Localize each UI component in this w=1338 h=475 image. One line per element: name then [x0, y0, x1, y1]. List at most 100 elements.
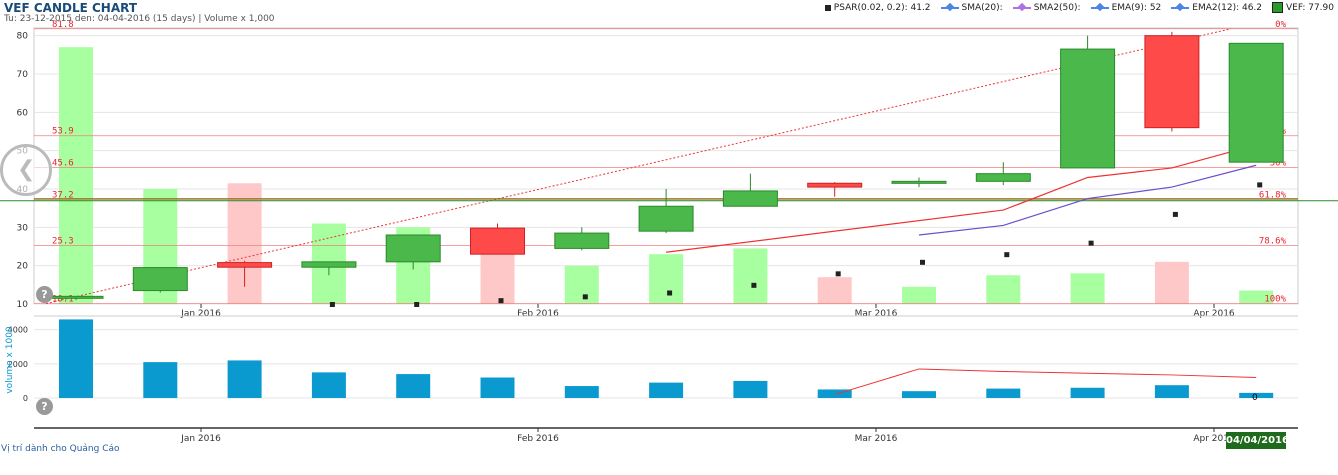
volume-last-label: 0: [1252, 393, 1258, 403]
volume-tick-label: 4000: [8, 326, 28, 335]
fib-right-label: 50%: [1270, 159, 1287, 169]
psar-dot: [329, 302, 335, 307]
bottom-x-tick-label: Feb 2016: [517, 434, 559, 444]
candle-body: [1144, 35, 1200, 129]
candle-body: [301, 261, 357, 268]
fib-right-label: 61.8%: [1259, 191, 1287, 201]
volume-bar: [1239, 392, 1274, 398]
psar-dot: [498, 298, 504, 304]
x-tick-label: Jan 2016: [180, 309, 221, 319]
legend-label: SMA2(50):: [1033, 2, 1081, 13]
help-icon[interactable]: ?: [36, 286, 53, 303]
volume-bar: [902, 391, 936, 398]
y-tick-label: 70: [17, 70, 29, 80]
volume-bar: [564, 386, 599, 398]
chart-title: VEF CANDLE CHART: [4, 1, 138, 15]
fib-right-label: 100%: [1264, 295, 1286, 305]
y-tick-label: 10: [17, 300, 29, 310]
legend-item[interactable]: PSAR(0.02, 0.2): 41.2: [824, 2, 931, 13]
psar-dot: [835, 271, 841, 277]
psar-dot: [1004, 252, 1010, 258]
legend-marker-icon: [940, 2, 959, 11]
legend-marker-icon: [1272, 2, 1284, 13]
candle-body: [891, 180, 947, 184]
legend-marker-icon: [1171, 2, 1190, 11]
candle-body: [1060, 48, 1116, 169]
volume-bar-bg: [817, 277, 852, 304]
fib-left-label: 53.9: [52, 127, 74, 137]
volume-bar-bg: [733, 248, 768, 304]
volume-bar-bg: [1239, 290, 1274, 304]
volume-bar-bg: [649, 254, 684, 304]
x-tick-label: Feb 2016: [517, 309, 559, 319]
sma-line: [666, 144, 1257, 253]
legend-label: PSAR(0.02, 0.2): 41.2: [833, 2, 931, 13]
candle-body: [217, 262, 273, 268]
psar-dot: [1172, 211, 1178, 217]
legend-item[interactable]: SMA2(50):: [1012, 2, 1081, 13]
volume-tick-label: 2000: [8, 360, 28, 369]
volume-bar: [480, 377, 515, 398]
x-tick-label: Apr 2016: [1193, 309, 1235, 319]
candle-body: [470, 227, 525, 255]
psar-dot: [920, 259, 925, 265]
fib-left-label: 25.3: [52, 236, 74, 246]
fib-right-label: 78.6%: [1259, 236, 1287, 246]
volume-bar-bg: [986, 275, 1021, 304]
candle-body: [975, 173, 1031, 182]
legend-item[interactable]: SMA(20):: [940, 2, 1003, 13]
volume-bar-bg: [1070, 273, 1105, 304]
volume-axis-label: volume x 1000: [5, 326, 15, 394]
legend-item[interactable]: VEF: 77.90: [1272, 2, 1334, 13]
psar-dot: [751, 282, 757, 288]
legend-label: SMA(20):: [961, 2, 1003, 13]
volume-bar-bg: [1154, 261, 1189, 304]
volume-bar: [396, 374, 431, 398]
legend-label: VEF: 77.90: [1286, 2, 1334, 13]
volume-bar: [986, 388, 1021, 398]
candle-body: [638, 205, 694, 232]
fib-left-label: 81.8: [52, 20, 74, 30]
chart-subtitle: Tu: 23-12-2015 den: 04-04-2016 (15 days)…: [4, 14, 275, 24]
volume-bar: [1154, 385, 1189, 398]
legend-item[interactable]: EMA(9): 52: [1090, 2, 1161, 13]
legend-item[interactable]: EMA2(12): 46.2: [1171, 2, 1262, 13]
volume-bar: [817, 389, 852, 398]
previous-arrow-button[interactable]: ❮: [0, 144, 52, 196]
candle-body: [132, 267, 188, 292]
volume-bar-bg: [902, 286, 936, 304]
bottom-x-tick-label: Apr 2016: [1193, 434, 1235, 444]
fib-right-label: 0%: [1275, 20, 1286, 30]
candle-body: [807, 182, 863, 188]
y-tick-label: 60: [17, 108, 29, 118]
volume-sma-line: [834, 368, 1257, 396]
psar-dot: [414, 302, 420, 307]
bottom-x-tick-label: Jan 2016: [180, 434, 221, 444]
volume-bar: [733, 380, 768, 398]
y-tick-label: 80: [17, 32, 29, 42]
volume-bar: [59, 319, 93, 398]
x-tick-label: Mar 2016: [855, 309, 898, 319]
volume-bar: [143, 362, 178, 398]
candle-body: [722, 190, 778, 207]
psar-dot: [1088, 240, 1094, 246]
ema2-line: [918, 164, 1257, 236]
candle-body: [385, 234, 441, 263]
help-icon-volume[interactable]: ?: [36, 398, 53, 415]
legend-marker-icon: [1012, 2, 1031, 11]
y-tick-label: 20: [17, 262, 29, 272]
date-badge: 04/04/2016: [1226, 432, 1289, 449]
volume-tick-label: 0: [23, 394, 28, 403]
legend-label: EMA2(12): 46.2: [1192, 2, 1263, 13]
candle-body: [554, 232, 610, 249]
volume-bar: [311, 372, 346, 398]
y-tick-label: 30: [17, 223, 29, 233]
volume-bar: [227, 360, 262, 398]
candle-body: [1228, 42, 1284, 163]
chevron-left-icon: ❮: [17, 157, 36, 182]
legend-marker-icon: [824, 4, 831, 11]
legend-marker-icon: [1090, 2, 1109, 11]
candle-body: [48, 295, 104, 299]
ad-placeholder-text: Vị trí dành cho Quảng Cáo: [1, 444, 120, 454]
